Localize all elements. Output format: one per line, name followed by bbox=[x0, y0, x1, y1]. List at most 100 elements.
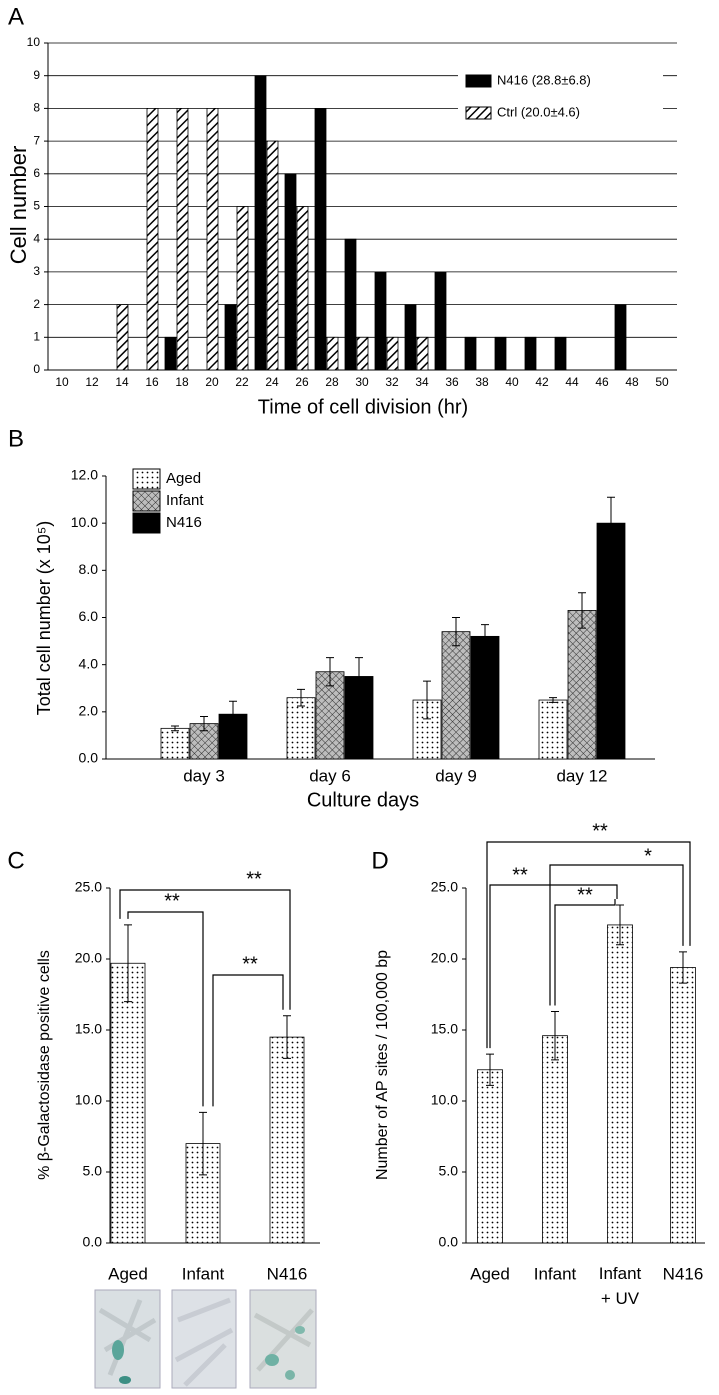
bar bbox=[326, 336, 339, 371]
y-tick-label: 2 bbox=[33, 297, 40, 311]
error-bar bbox=[679, 951, 687, 984]
bar bbox=[286, 697, 316, 760]
x-tick-label: Aged bbox=[470, 1264, 510, 1283]
y-axis-title: Total cell number (x 10⁵) bbox=[34, 521, 54, 716]
bar bbox=[596, 522, 626, 760]
legend-swatch bbox=[132, 512, 161, 534]
significance-label: * bbox=[644, 845, 652, 867]
bar bbox=[614, 304, 627, 371]
bar bbox=[670, 967, 696, 1244]
bar bbox=[554, 336, 567, 371]
error-bar bbox=[124, 924, 132, 1003]
image-detail bbox=[174, 1297, 234, 1387]
significance-bracket bbox=[486, 841, 691, 1049]
y-axis-title: Cell number bbox=[6, 146, 31, 265]
bar bbox=[314, 108, 327, 371]
x-tick-label: 42 bbox=[535, 375, 549, 389]
bar bbox=[386, 336, 399, 371]
error-bar bbox=[481, 624, 489, 649]
bar bbox=[416, 336, 429, 371]
error-bar bbox=[283, 1015, 291, 1059]
x-tick-label: 32 bbox=[385, 375, 399, 389]
legend-swatch bbox=[132, 468, 161, 490]
bar bbox=[206, 108, 219, 371]
bar bbox=[266, 140, 279, 371]
y-tick-label: 25.0 bbox=[431, 879, 458, 895]
bar bbox=[254, 75, 267, 371]
legend-swatch bbox=[132, 490, 161, 512]
y-tick-label: 4 bbox=[33, 231, 40, 245]
image-detail bbox=[119, 1376, 131, 1384]
bar bbox=[524, 336, 537, 371]
y-tick-label: 0.0 bbox=[83, 1234, 103, 1250]
error-bar bbox=[549, 697, 557, 703]
bar bbox=[356, 336, 369, 371]
image bbox=[171, 1289, 237, 1389]
significance-bracket bbox=[554, 899, 616, 1006]
panel-label: C bbox=[7, 847, 24, 874]
y-tick-label: 1 bbox=[33, 329, 40, 343]
y-tick-label: 20.0 bbox=[75, 950, 102, 966]
y-tick-label: 25.0 bbox=[75, 879, 102, 895]
y-tick-label: 8.0 bbox=[79, 561, 99, 577]
significance-label: ** bbox=[246, 868, 262, 890]
x-tick-label: 50 bbox=[655, 375, 669, 389]
y-tick-label: 3 bbox=[33, 264, 40, 278]
bar bbox=[567, 610, 597, 760]
legend-label: Aged bbox=[166, 470, 201, 487]
bar bbox=[224, 304, 237, 371]
y-tick-label: 9 bbox=[33, 68, 40, 82]
x-tick-label: 40 bbox=[505, 375, 519, 389]
significance-bracket bbox=[119, 889, 291, 1010]
y-tick-label: 10.0 bbox=[431, 1092, 458, 1108]
x-tick-label: N416 bbox=[267, 1264, 308, 1283]
image-detail bbox=[265, 1354, 279, 1366]
legend-label: N416 bbox=[166, 514, 202, 531]
x-tick-label: Infant + UV bbox=[599, 1264, 642, 1308]
x-tick-label: 26 bbox=[295, 375, 309, 389]
bar bbox=[464, 336, 477, 371]
x-tick-label: 14 bbox=[115, 375, 129, 389]
bar bbox=[344, 238, 357, 371]
error-bar bbox=[551, 1011, 559, 1061]
y-tick-label: 5.0 bbox=[83, 1163, 103, 1179]
x-tick-label: 22 bbox=[235, 375, 249, 389]
legend-box bbox=[458, 66, 663, 126]
y-tick-label: 12.0 bbox=[71, 467, 98, 483]
y-tick-label: 5.0 bbox=[439, 1163, 459, 1179]
y-tick-label: 7 bbox=[33, 133, 40, 147]
x-tick-label: Infant bbox=[534, 1264, 577, 1283]
error-bar bbox=[423, 680, 431, 720]
significance-bracket bbox=[212, 974, 284, 1107]
x-tick-label: 30 bbox=[355, 375, 369, 389]
legend-swatch bbox=[465, 106, 492, 120]
x-tick-label: day 6 bbox=[309, 766, 351, 785]
x-tick-label: 48 bbox=[625, 375, 639, 389]
significance-bracket bbox=[549, 864, 684, 1006]
cell-images bbox=[94, 1289, 317, 1389]
significance-label: ** bbox=[577, 884, 593, 906]
error-bar bbox=[297, 688, 305, 707]
y-tick-label: 0 bbox=[33, 362, 40, 376]
bar bbox=[434, 271, 447, 371]
y-tick-label: 0.0 bbox=[79, 750, 99, 766]
x-tick-label: Infant bbox=[182, 1264, 225, 1283]
y-tick-label: 0.0 bbox=[439, 1234, 459, 1250]
error-bar bbox=[452, 617, 460, 647]
bar bbox=[160, 727, 190, 760]
x-tick-label: 46 bbox=[595, 375, 609, 389]
bar bbox=[404, 304, 417, 371]
error-bar bbox=[616, 904, 624, 946]
x-tick-label: day 12 bbox=[556, 766, 607, 785]
y-tick-label: 15.0 bbox=[75, 1021, 102, 1037]
bar bbox=[296, 206, 309, 371]
bar bbox=[477, 1069, 503, 1244]
bar bbox=[470, 635, 500, 760]
x-tick-label: 18 bbox=[175, 375, 189, 389]
x-tick-label: Aged bbox=[108, 1264, 148, 1283]
y-axis-title: % β-Galactosidase positive cells bbox=[36, 950, 53, 1180]
bar bbox=[542, 1035, 568, 1244]
bar bbox=[607, 924, 633, 1244]
x-tick-label: 36 bbox=[445, 375, 459, 389]
bar bbox=[116, 304, 129, 371]
